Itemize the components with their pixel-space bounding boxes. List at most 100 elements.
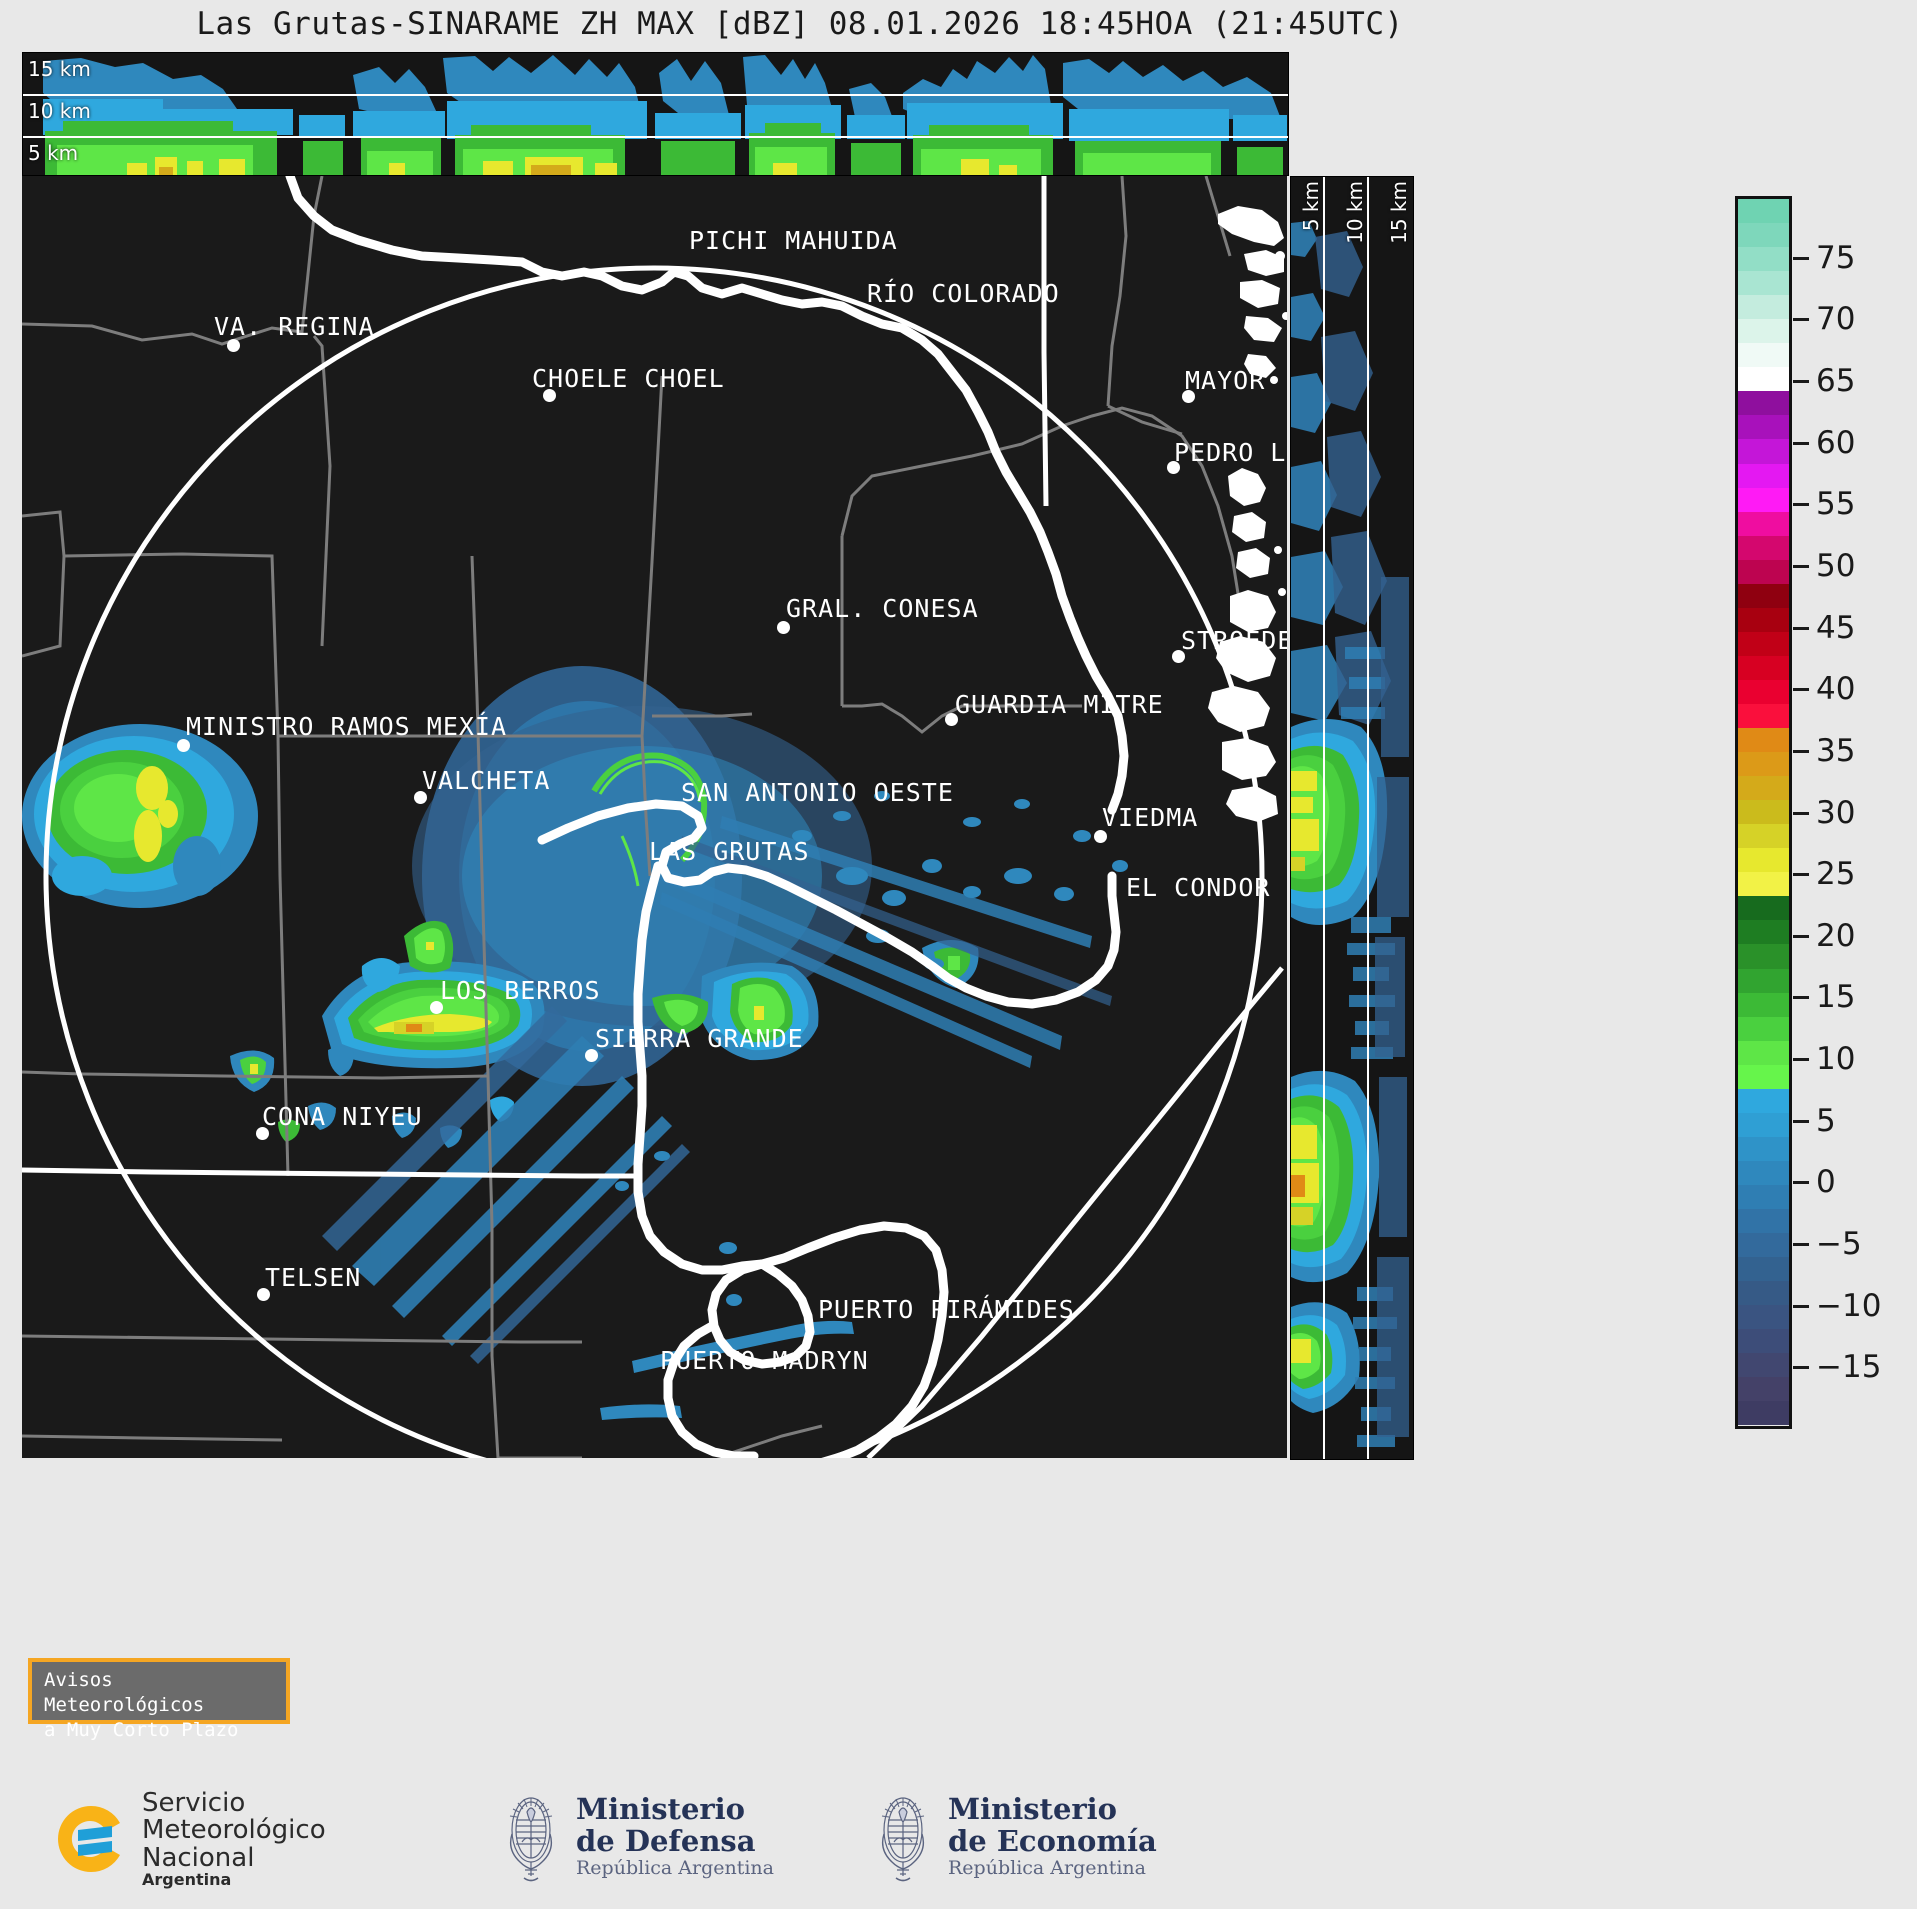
colorbar-segment <box>1738 271 1789 296</box>
warning-box[interactable]: Avisos Meteorológicos a Muy Corto Plazo <box>28 1658 290 1741</box>
colorbar-segment <box>1738 1377 1789 1402</box>
colorbar-tick-label: 15 <box>1816 979 1856 1016</box>
colorbar-segment <box>1738 1353 1789 1378</box>
colorbar-segment <box>1738 752 1789 777</box>
colorbar-segment <box>1738 535 1789 560</box>
colorbar-tick <box>1793 318 1809 322</box>
colorbar-segment <box>1738 415 1789 440</box>
colorbar-segment <box>1738 1088 1789 1113</box>
colorbar-tick-label: 55 <box>1816 486 1856 523</box>
colorbar-segment <box>1738 391 1789 416</box>
colorbar-tick-label: 30 <box>1816 794 1856 831</box>
colorbar-tick <box>1793 873 1809 877</box>
colorbar-tick <box>1793 564 1809 568</box>
colorbar-segment <box>1738 1112 1789 1137</box>
colorbar-segment <box>1738 992 1789 1017</box>
gridline-5km <box>23 136 1288 138</box>
colorbar-tick <box>1793 626 1809 630</box>
colorbar-tick-label: −15 <box>1816 1349 1882 1386</box>
colorbar-tick-label: 45 <box>1816 609 1856 646</box>
colorbar-tick-label: 25 <box>1816 856 1856 893</box>
radar-plan-view-map[interactable]: PICHI MAHUIDA RÍO COLORADO VA. REGINA CH… <box>22 176 1287 1458</box>
colorbar-segment <box>1738 367 1789 392</box>
colorbar-tick-label: 75 <box>1816 239 1856 276</box>
colorbar-segment <box>1738 968 1789 993</box>
map-reference-lines <box>22 176 1284 1458</box>
colorbar-segment <box>1738 944 1789 969</box>
colorbar-segment <box>1738 824 1789 849</box>
colorbar-tick <box>1793 1181 1809 1185</box>
economia-line-1: Ministerio <box>948 1791 1118 1826</box>
colorbar-tick <box>1793 996 1809 1000</box>
reflectivity-colorbar <box>1735 196 1792 1429</box>
argentina-coat-of-arms-icon <box>500 1786 562 1886</box>
colorbar-tick <box>1793 934 1809 938</box>
city-dot-va-regina <box>227 339 240 352</box>
colorbar-tick <box>1793 379 1809 383</box>
colorbar-tick-label: 60 <box>1816 424 1856 461</box>
warning-line-1: Avisos Meteorológicos <box>44 1669 205 1717</box>
footer-logos: Servicio Meteorológico Nacional Argentin… <box>0 1770 1917 1909</box>
colorbar-segment <box>1738 1016 1789 1041</box>
colorbar-segment <box>1738 679 1789 704</box>
city-dot-sierra-grande <box>585 1049 598 1062</box>
top-xsec-label-10km: 10 km <box>28 99 91 123</box>
city-dot-stroeder <box>1172 650 1185 663</box>
colorbar-segment <box>1738 1257 1789 1282</box>
economia-line-2: de Economía <box>948 1824 1157 1859</box>
smn-line-3: Nacional <box>142 1842 255 1873</box>
logo-ministerio-defensa: Ministerio de Defensa República Argentin… <box>500 1786 774 1886</box>
colorbar-segment <box>1738 920 1789 945</box>
right-xsec-label-5km: 5 km <box>1299 181 1323 232</box>
city-dot-guardia-mitre <box>945 713 958 726</box>
city-dot-mayor <box>1182 390 1195 403</box>
colorbar-segment <box>1738 1208 1789 1234</box>
top-xsec-label-5km: 5 km <box>28 141 79 165</box>
right-xsec-label-10km: 10 km <box>1343 181 1367 244</box>
gridline-5km-right <box>1323 177 1325 1459</box>
colorbar-segment <box>1738 703 1789 729</box>
city-dot-valcheta <box>414 791 427 804</box>
gridline-10km-right <box>1367 177 1369 1459</box>
colorbar-segment <box>1738 1401 1789 1426</box>
colorbar-segment <box>1738 896 1789 921</box>
city-dot-ministro-ramos-mexia <box>177 739 190 752</box>
defensa-line-3: República Argentina <box>576 1856 774 1879</box>
colorbar-segment <box>1738 1136 1789 1161</box>
colorbar-tick <box>1793 688 1809 692</box>
colorbar-tick <box>1793 811 1809 815</box>
colorbar-tick-label: 10 <box>1816 1041 1856 1078</box>
city-dot-viedma <box>1094 830 1107 843</box>
smn-line-2: Meteorológico <box>142 1815 326 1846</box>
colorbar-tick-label: −5 <box>1816 1226 1862 1263</box>
gridline-10km <box>23 94 1288 96</box>
colorbar-tick-label: 5 <box>1816 1102 1836 1139</box>
colorbar-tick-label: 40 <box>1816 671 1856 708</box>
smn-logo-icon <box>52 1800 130 1878</box>
colorbar-tick <box>1793 1243 1809 1247</box>
colorbar-tick <box>1793 503 1809 507</box>
colorbar-segment <box>1738 1281 1789 1306</box>
colorbar-segment <box>1738 319 1789 344</box>
colorbar-segment <box>1738 1160 1789 1185</box>
colorbar-tick-label: −10 <box>1816 1287 1882 1324</box>
colorbar-tick-label: 35 <box>1816 732 1856 769</box>
city-dot-cona-niyeu <box>256 1127 269 1140</box>
colorbar-segment <box>1738 872 1789 897</box>
colorbar-tick <box>1793 1058 1809 1062</box>
defensa-line-1: Ministerio <box>576 1791 746 1826</box>
colorbar-segment <box>1738 511 1789 536</box>
city-dot-los-berros <box>430 1001 443 1014</box>
economia-logo-text: Ministerio de Economía República Argenti… <box>948 1791 1157 1879</box>
colorbar-tick <box>1793 749 1809 753</box>
colorbar-tick <box>1793 1119 1809 1123</box>
page-title: Las Grutas-SINARAME ZH MAX [dBZ] 08.01.2… <box>196 6 1404 42</box>
economia-line-3: República Argentina <box>948 1856 1146 1879</box>
colorbar-tick <box>1793 256 1809 260</box>
colorbar-tick-label: 0 <box>1816 1164 1836 1201</box>
colorbar-segment <box>1738 1305 1789 1330</box>
province-boundaries <box>22 176 1242 1458</box>
right-cross-section-echoes <box>1291 177 1413 1459</box>
colorbar-segment <box>1738 1064 1789 1089</box>
top-xsec-label-15km: 15 km <box>28 57 91 81</box>
